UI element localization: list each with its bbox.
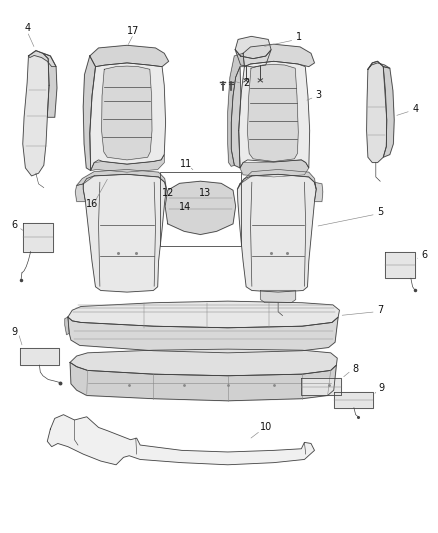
Text: 8: 8 bbox=[353, 364, 359, 374]
Polygon shape bbox=[239, 61, 310, 168]
Text: 6: 6 bbox=[11, 220, 17, 230]
Text: 4: 4 bbox=[24, 23, 30, 33]
Polygon shape bbox=[20, 348, 59, 365]
Polygon shape bbox=[314, 182, 323, 201]
Polygon shape bbox=[102, 66, 152, 160]
Polygon shape bbox=[228, 53, 244, 166]
Polygon shape bbox=[334, 392, 373, 408]
Polygon shape bbox=[43, 53, 57, 117]
Bar bbox=[160, 172, 241, 246]
Text: 4: 4 bbox=[412, 104, 418, 114]
Polygon shape bbox=[70, 349, 337, 376]
Text: 16: 16 bbox=[86, 199, 98, 208]
Text: 1: 1 bbox=[296, 33, 302, 42]
Polygon shape bbox=[240, 160, 309, 177]
Polygon shape bbox=[23, 223, 53, 252]
Polygon shape bbox=[367, 61, 387, 163]
Polygon shape bbox=[83, 174, 166, 292]
Polygon shape bbox=[90, 45, 169, 67]
Polygon shape bbox=[47, 415, 314, 465]
Text: 10: 10 bbox=[260, 423, 272, 432]
Polygon shape bbox=[68, 317, 338, 353]
Text: 9: 9 bbox=[11, 327, 17, 336]
Text: 2: 2 bbox=[244, 78, 250, 87]
Polygon shape bbox=[243, 44, 314, 67]
Polygon shape bbox=[165, 181, 236, 235]
Text: 17: 17 bbox=[127, 26, 140, 36]
Polygon shape bbox=[237, 169, 316, 189]
Text: 7: 7 bbox=[377, 305, 383, 315]
Text: 12: 12 bbox=[162, 188, 174, 198]
Text: 3: 3 bbox=[316, 90, 322, 100]
Polygon shape bbox=[231, 67, 241, 168]
Polygon shape bbox=[235, 50, 271, 67]
Polygon shape bbox=[23, 51, 49, 176]
Polygon shape bbox=[65, 317, 69, 335]
Text: 9: 9 bbox=[379, 383, 385, 393]
Polygon shape bbox=[383, 67, 394, 157]
Text: 5: 5 bbox=[377, 207, 383, 217]
Text: 6: 6 bbox=[421, 250, 427, 260]
Polygon shape bbox=[90, 63, 166, 171]
Polygon shape bbox=[235, 36, 271, 59]
Polygon shape bbox=[83, 56, 95, 171]
Polygon shape bbox=[70, 362, 336, 401]
Text: 11: 11 bbox=[180, 159, 192, 169]
Polygon shape bbox=[68, 301, 339, 328]
Polygon shape bbox=[261, 290, 296, 303]
Polygon shape bbox=[77, 169, 166, 189]
Polygon shape bbox=[237, 174, 316, 292]
Polygon shape bbox=[247, 64, 298, 161]
Polygon shape bbox=[368, 61, 390, 69]
Text: 13: 13 bbox=[199, 188, 211, 198]
Polygon shape bbox=[91, 155, 164, 172]
Polygon shape bbox=[28, 51, 56, 67]
Text: 14: 14 bbox=[179, 202, 191, 212]
Polygon shape bbox=[385, 252, 415, 278]
Polygon shape bbox=[75, 184, 85, 201]
Polygon shape bbox=[301, 378, 341, 395]
